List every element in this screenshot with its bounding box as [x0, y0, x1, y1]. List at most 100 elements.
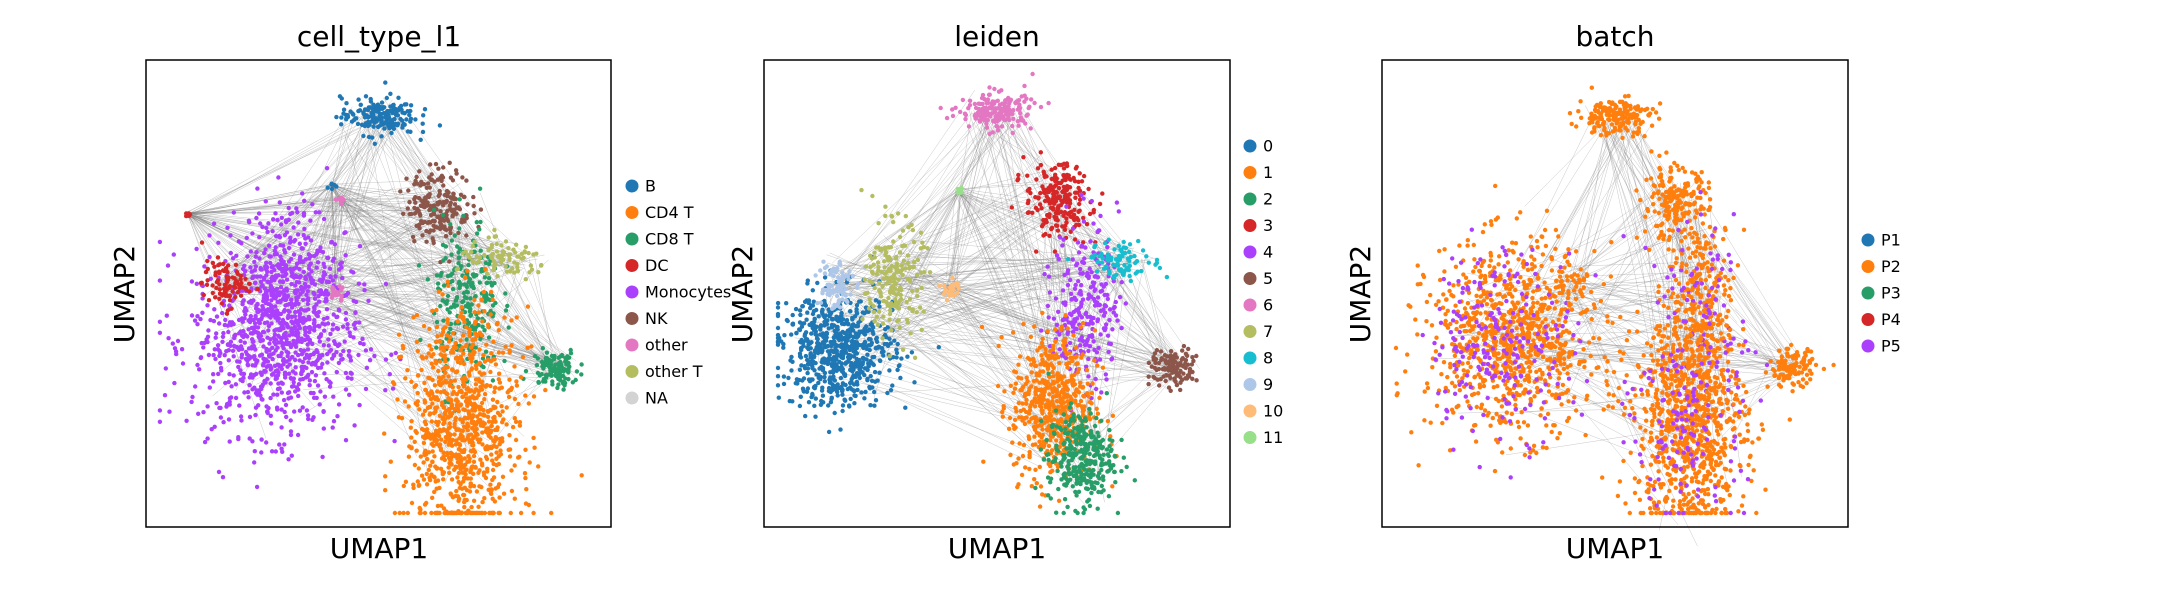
- graph-edge: [188, 197, 339, 215]
- legend-label: B: [645, 177, 656, 196]
- cell-point: [915, 288, 920, 293]
- cell-point: [814, 333, 819, 338]
- cell-point: [868, 300, 873, 306]
- cell-point: [391, 102, 396, 108]
- cell-point: [478, 219, 483, 225]
- cell-point: [476, 310, 482, 315]
- cell-point: [493, 435, 498, 440]
- cell-point: [207, 385, 212, 390]
- cell-point: [250, 387, 255, 392]
- cell-point: [447, 203, 453, 208]
- cell-point: [516, 401, 521, 407]
- cell-point: [1046, 100, 1051, 106]
- cell-point: [195, 362, 200, 368]
- cell-point: [453, 356, 459, 361]
- cell-point: [502, 315, 507, 320]
- panel-title: leiden: [954, 20, 1040, 53]
- cell-point: [248, 355, 254, 360]
- cell-point: [469, 249, 474, 255]
- cell-point: [280, 274, 285, 279]
- cell-point: [424, 471, 429, 477]
- cell-point: [356, 281, 362, 286]
- cell-point: [262, 275, 267, 281]
- cell-point: [461, 492, 466, 498]
- cell-point: [240, 319, 245, 324]
- cell-point: [503, 291, 508, 296]
- cell-point: [243, 356, 249, 362]
- cell-point: [491, 475, 497, 480]
- cell-point: [936, 345, 941, 350]
- graph-edge: [185, 183, 333, 215]
- cell-point: [517, 454, 522, 459]
- cell-point: [334, 114, 339, 120]
- cell-point: [345, 114, 351, 120]
- cell-point: [317, 353, 322, 359]
- cell-point: [803, 413, 808, 419]
- cell-point: [909, 222, 914, 227]
- cell-point: [799, 363, 804, 368]
- cell-point: [881, 298, 887, 304]
- cell-point: [306, 307, 311, 312]
- cell-point: [409, 379, 414, 384]
- cell-point: [302, 356, 308, 361]
- cell-point: [353, 326, 358, 331]
- cell-point: [277, 235, 283, 240]
- cell-point: [468, 313, 473, 318]
- cell-point: [797, 367, 803, 372]
- cell-point: [251, 274, 256, 279]
- cell-point: [496, 350, 502, 355]
- cell-point: [428, 203, 433, 209]
- cell-point: [300, 405, 305, 410]
- cell-point: [364, 365, 370, 370]
- cell-point: [303, 236, 308, 241]
- cell-point: [280, 279, 286, 284]
- cell-point: [213, 335, 218, 340]
- cell-point: [387, 126, 392, 131]
- cell-point: [308, 275, 313, 280]
- cell-point: [233, 294, 238, 300]
- cell-point: [370, 107, 376, 112]
- cell-point: [318, 245, 323, 250]
- cell-point: [895, 367, 900, 373]
- cell-point: [192, 318, 198, 323]
- cell-point: [436, 397, 441, 403]
- cell-point: [370, 114, 375, 119]
- cell-point: [277, 290, 282, 295]
- cell-point: [434, 345, 439, 350]
- cell-point: [534, 363, 540, 368]
- cell-point: [565, 354, 570, 359]
- cell-point: [399, 416, 405, 421]
- cell-point: [321, 216, 327, 222]
- cell-point: [353, 310, 358, 315]
- cell-point: [527, 460, 532, 465]
- cell-point: [299, 336, 304, 341]
- cell-point: [322, 394, 328, 399]
- cell-point: [295, 334, 301, 339]
- cell-point: [512, 250, 518, 255]
- cell-point: [852, 388, 857, 393]
- cell-point: [521, 255, 526, 260]
- cell-point: [490, 293, 495, 299]
- cell-point: [253, 280, 258, 285]
- cell-point: [306, 360, 311, 365]
- cell-point: [470, 413, 475, 418]
- cell-point: [213, 356, 218, 362]
- cell-point: [368, 347, 374, 352]
- cell-point: [888, 341, 893, 346]
- cell-point: [875, 260, 881, 265]
- cell-point: [462, 485, 468, 490]
- cell-point: [911, 239, 917, 245]
- cell-point: [157, 408, 163, 413]
- cell-point: [789, 332, 794, 337]
- cell-point: [543, 355, 549, 361]
- graph-edge: [187, 215, 242, 351]
- cell-point: [478, 423, 484, 428]
- cell-point: [349, 376, 354, 381]
- cell-point: [899, 356, 904, 361]
- cell-point: [495, 273, 500, 279]
- cell-point: [944, 298, 950, 303]
- cell-point: [263, 380, 268, 385]
- cell-point: [452, 432, 457, 437]
- cell-point: [819, 364, 824, 370]
- cell-point: [316, 309, 322, 315]
